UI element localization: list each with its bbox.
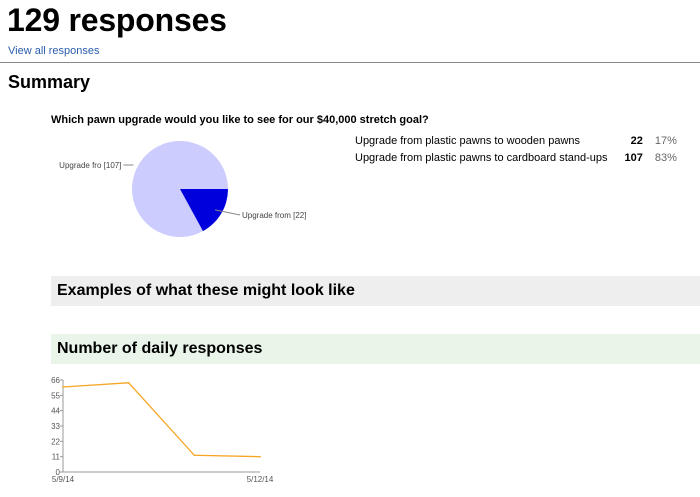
x-tick-label: 5/9/14 [52, 475, 75, 484]
daily-responses-section-header: Number of daily responses [51, 334, 700, 364]
data-point [259, 455, 261, 458]
daily-responses-heading: Number of daily responses [57, 340, 263, 357]
pie-slice-large [132, 141, 228, 238]
table-row: Upgrade from plastic pawns to cardboard … [352, 150, 680, 167]
y-tick-label: 0 [56, 468, 61, 477]
question-title: Which pawn upgrade would you like to see… [51, 114, 429, 126]
header-divider [0, 62, 700, 63]
pie-chart: Upgrade fro [107] Upgrade from [22] [59, 141, 306, 238]
y-tick-label: 33 [51, 422, 60, 431]
examples-section-header: Examples of what these might look like [51, 276, 700, 306]
y-tick-label: 55 [51, 391, 60, 400]
pie-leader-small [214, 209, 241, 216]
data-point [193, 454, 196, 457]
option-label: Upgrade from plastic pawns to cardboard … [355, 152, 608, 164]
y-tick-label: 22 [51, 437, 60, 446]
pie-label-small: Upgrade from [22] [242, 211, 306, 220]
response-breakdown-table: Upgrade from plastic pawns to wooden paw… [352, 133, 680, 167]
pie-slice-small [180, 189, 228, 232]
daily-responses-series-line [62, 382, 261, 458]
y-tick-label: 66 [51, 376, 60, 385]
option-count: 22 [630, 135, 643, 147]
pie-label-large: Upgrade fro [107] [59, 161, 121, 170]
table-row: Upgrade from plastic pawns to wooden paw… [352, 133, 680, 150]
view-all-responses-link[interactable]: View all responses [8, 45, 100, 57]
data-point [62, 386, 64, 388]
daily-responses-line-chart: 0 11 22 33 44 55 66 5/9/14 5/12/14 [51, 376, 274, 484]
option-percent: 83% [654, 152, 677, 164]
y-tick-label: 11 [52, 453, 61, 462]
data-point [127, 381, 130, 384]
summary-heading: Summary [8, 72, 91, 92]
y-tick-label: 44 [51, 407, 60, 416]
page-title: 129 responses [7, 2, 227, 38]
option-count: 107 [624, 152, 643, 164]
option-percent: 17% [654, 135, 677, 147]
x-tick-label: 5/12/14 [247, 475, 274, 484]
option-label: Upgrade from plastic pawns to wooden paw… [355, 135, 581, 147]
examples-heading: Examples of what these might look like [57, 282, 355, 299]
